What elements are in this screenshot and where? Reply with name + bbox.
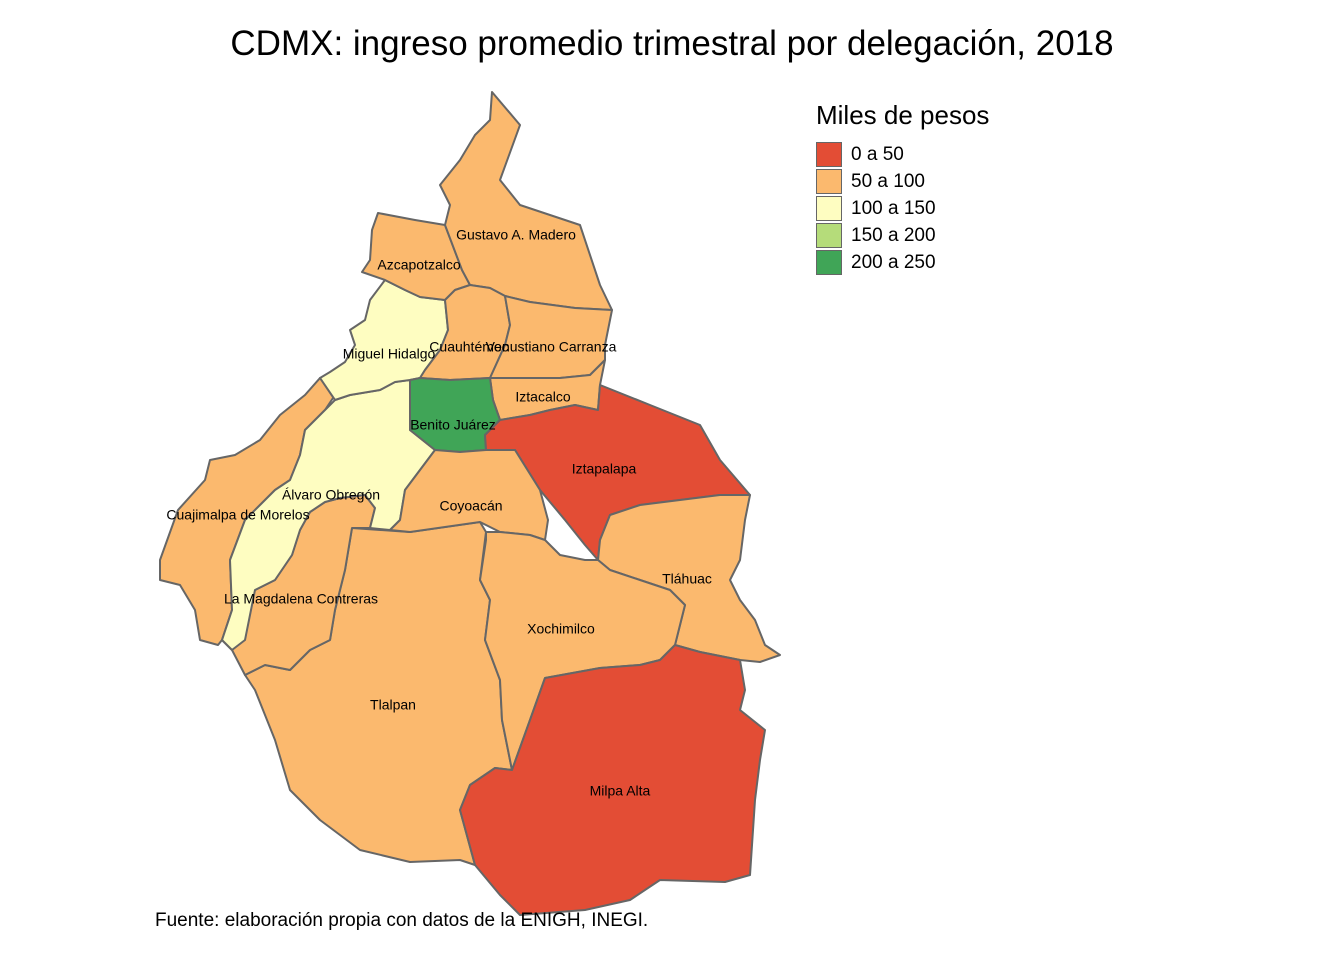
legend-label: 50 a 100 <box>851 170 925 192</box>
label-tlalpan: Tlalpan <box>370 697 416 713</box>
label-tlahuac: Tláhuac <box>662 571 712 587</box>
label-alvaro-obregon: Álvaro Obregón <box>282 487 380 503</box>
legend-item: 0 a 50 <box>816 141 989 168</box>
region-iztapalapa[interactable] <box>484 384 751 561</box>
legend-item: 100 a 150 <box>816 195 989 222</box>
legend-item: 200 a 250 <box>816 249 989 276</box>
label-magdalena-contreras: La Magdalena Contreras <box>224 591 378 607</box>
map-title: CDMX: ingreso promedio trimestral por de… <box>230 24 1114 63</box>
legend-swatch <box>816 196 842 221</box>
legend-label: 100 a 150 <box>851 197 936 219</box>
legend-swatch <box>816 250 842 275</box>
label-azcapotzalco: Azcapotzalco <box>377 257 460 273</box>
legend-label: 150 a 200 <box>851 224 936 246</box>
label-cuauhtemoc: Cuauhtémoc <box>429 339 508 355</box>
legend-item: 150 a 200 <box>816 222 989 249</box>
region-milpa-alta[interactable] <box>459 644 766 916</box>
legend-label: 0 a 50 <box>851 143 904 165</box>
legend-title: Miles de pesos <box>816 100 990 130</box>
legend-swatch <box>816 142 842 167</box>
label-milpa-alta: Milpa Alta <box>590 783 651 799</box>
source-caption: Fuente: elaboración propia con datos de … <box>155 910 649 931</box>
label-gustavo-madero: Gustavo A. Madero <box>456 227 576 243</box>
legend-swatch <box>816 169 842 194</box>
legend: Miles de pesos 0 a 50 50 a 100 100 a 150… <box>816 100 989 276</box>
label-xochimilco: Xochimilco <box>527 621 595 637</box>
legend-item: 50 a 100 <box>816 168 989 195</box>
label-venustiano-carranza: Venustiano Carranza <box>486 339 617 355</box>
label-iztacalco: Iztacalco <box>515 389 570 405</box>
label-cuajimalpa: Cuajimalpa de Morelos <box>166 507 309 523</box>
region-gustavo-madero[interactable] <box>439 91 613 311</box>
legend-swatch <box>816 223 842 248</box>
label-iztapalapa: Iztapalapa <box>572 461 637 477</box>
legend-label: 200 a 250 <box>851 251 936 273</box>
label-benito-juarez: Benito Juárez <box>410 417 496 433</box>
label-miguel-hidalgo: Miguel Hidalgo <box>343 346 436 362</box>
label-coyoacan: Coyoacán <box>439 498 502 514</box>
region-venustiano-carranza[interactable] <box>489 295 613 379</box>
